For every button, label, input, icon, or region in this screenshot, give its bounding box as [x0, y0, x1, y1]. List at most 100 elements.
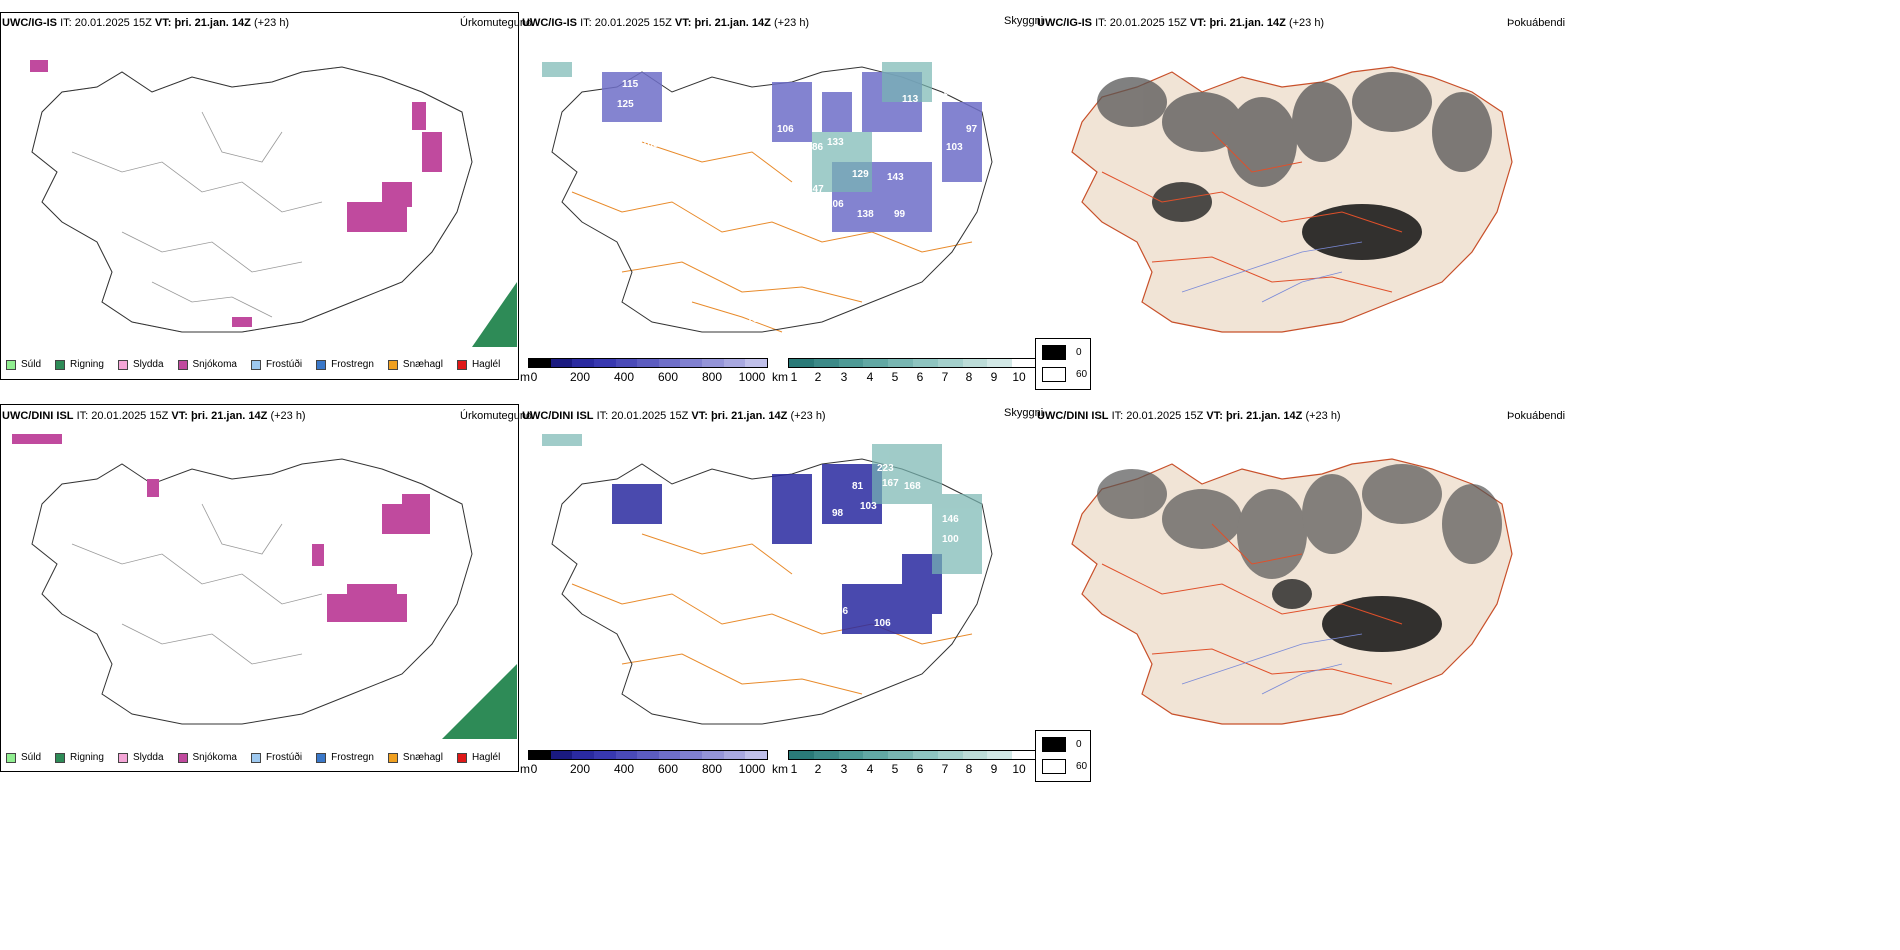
visibility-tick: 2 [814, 762, 822, 776]
panel-name-skyggni-bottom: Skyggni [1004, 407, 1044, 419]
precip-legend-top: Súld Rigning Slydda Snjókoma Frostúði Fr… [6, 359, 514, 370]
visibility-tick: 3 [840, 370, 848, 384]
ceiling-label-b4: 168 [904, 481, 921, 492]
visibility-tick: 5 [891, 370, 899, 384]
ceiling-scale-unit: m [520, 370, 530, 384]
visibility-tick: 9 [990, 762, 998, 776]
ceiling-label-13: 99 [894, 209, 906, 220]
ceiling-tick: 600 [657, 762, 679, 776]
fog-label-low: 0 [1076, 739, 1082, 750]
panel-title-precip-top: UWC/IG-IS IT: 20.01.2025 15Z VT: þri. 21… [2, 17, 290, 29]
fog-swatch-high [1042, 759, 1066, 774]
ceiling-label-b22: 205 [844, 633, 861, 644]
legend-item-slydda: Slydda [117, 359, 164, 370]
visibility-tick: 7 [941, 370, 949, 384]
ceiling-map-bottom: 81 223 167 168 103 116 98 122 134 100 19… [542, 434, 993, 725]
ceiling-label-b13: 110 [854, 564, 871, 575]
panel-title-ceiling-top: UWC/IG-IS IT: 20.01.2025 15Z VT: þri. 21… [522, 17, 810, 29]
visibility-tick: 7 [941, 762, 949, 776]
ceiling-label-6: 86 [812, 142, 824, 153]
ceiling-label-10: 247 [807, 184, 824, 195]
panel-name-precip-bottom: Úrkomutegund [460, 410, 533, 422]
ceiling-tick: 0 [530, 762, 538, 776]
ceiling-label-5: 106 [777, 124, 794, 135]
ceiling-label-b11: 190 [852, 553, 869, 564]
fog-legend-top: 0 60 [1035, 338, 1091, 390]
ceiling-label-b12: 192 [837, 558, 854, 569]
ceiling-label-7: 133 [827, 137, 844, 148]
visibility-scale-bar [788, 750, 1038, 760]
legend-item-rigning: Rigning [55, 359, 104, 370]
legend-item-rigning: Rigning [55, 752, 104, 763]
ceiling-tick: 800 [701, 762, 723, 776]
ceiling-tick: 400 [613, 370, 635, 384]
legend-item-frostregn: Frostregn [316, 359, 374, 370]
ceiling-label-b16: 90 [787, 586, 799, 597]
ceiling-label-12: 138 [857, 209, 874, 220]
visibility-scale-bottom: km 1 2 3 4 5 6 7 8 9 10 [772, 750, 1040, 780]
ceiling-tick: 800 [701, 370, 723, 384]
visibility-tick: 4 [866, 762, 874, 776]
visibility-tick: 1 [790, 370, 798, 384]
legend-item-snjokoma: Snjókoma [177, 752, 237, 763]
panel-title-fog-top: UWC/IG-IS IT: 20.01.2025 15Z VT: þri. 21… [1037, 17, 1325, 29]
ceiling-label-11: 206 [827, 199, 844, 210]
precip-map-top [30, 60, 517, 347]
fog-label-low: 0 [1076, 347, 1082, 358]
legend-item-frostudi: Frostúði [250, 752, 302, 763]
ceiling-label-b6: 116 [827, 531, 844, 542]
ceiling-tick: 600 [657, 370, 679, 384]
ceiling-tick: 1000 [738, 762, 766, 776]
panel-title-fog-bottom: UWC/DINI ISL IT: 20.01.2025 15Z VT: þri.… [1037, 410, 1341, 422]
visibility-scale-unit: km [772, 762, 788, 776]
ceiling-label-b1: 81 [852, 481, 864, 492]
visibility-scale-top: km 1 2 3 4 5 6 7 8 9 10 [772, 358, 1040, 388]
ceiling-tick: 1000 [738, 370, 766, 384]
legend-item-haglel: Haglél [456, 752, 500, 763]
panel-title-precip-bottom: UWC/DINI ISL IT: 20.01.2025 15Z VT: þri.… [2, 410, 306, 422]
precip-map-bottom [12, 434, 517, 739]
visibility-tick: 8 [965, 762, 973, 776]
legend-item-frostregn: Frostregn [316, 752, 374, 763]
fog-swatch-low [1042, 737, 1066, 752]
ceiling-scale-top: m 0 200 400 600 800 1000 [520, 358, 768, 388]
legend-item-slydda: Slydda [117, 752, 164, 763]
ceiling-tick: 200 [569, 370, 591, 384]
ceiling-map-top: 115 125 108 98 106 86 133 88 129 247 206… [542, 62, 993, 333]
precip-type-panel-bottom [0, 404, 519, 772]
visibility-tick: 2 [814, 370, 822, 384]
legend-item-snaehagl: Snæhagl [387, 359, 443, 370]
ceiling-label-4: 98 [652, 182, 664, 193]
ceiling-label-14: 143 [887, 172, 904, 183]
legend-item-snjokoma: Snjókoma [177, 359, 237, 370]
fog-swatch-low [1042, 345, 1066, 360]
ceiling-label-19: 113 [902, 94, 919, 105]
ceiling-label-b8: 122 [812, 538, 829, 549]
visibility-scale-bar [788, 358, 1038, 368]
fog-map-top [1071, 66, 1513, 333]
panel-name-precip-top: Úrkomutegund [460, 17, 533, 29]
visibility-tick: 10 [1012, 762, 1026, 776]
ceiling-scale-unit: m [520, 762, 530, 776]
panel-title-ceiling-bottom: UWC/DINI ISL IT: 20.01.2025 15Z VT: þri.… [522, 410, 826, 422]
ceiling-label-16: 103 [946, 142, 963, 153]
visibility-tick: 10 [1012, 370, 1026, 384]
ceiling-label-b20: 105 [652, 576, 669, 587]
ceiling-tick: 200 [569, 762, 591, 776]
visibility-tick: 9 [990, 370, 998, 384]
visibility-scale-unit: km [772, 370, 788, 384]
visibility-tick: 8 [965, 370, 973, 384]
visibility-tick: 6 [916, 762, 924, 776]
precip-type-panel-top [0, 12, 519, 380]
fog-map-bottom [1071, 458, 1513, 725]
ceiling-label-b15: 100 [942, 534, 959, 545]
legend-item-haglel: Haglél [456, 359, 500, 370]
ceiling-label-3: 108 [642, 139, 659, 150]
legend-item-sudld: Súld [6, 752, 41, 763]
fog-swatch-high [1042, 367, 1066, 382]
ceiling-label-8: 88 [874, 144, 886, 155]
visibility-tick: 5 [891, 762, 899, 776]
ceiling-label-b14: 146 [942, 514, 959, 525]
ceiling-label-18: 162 [747, 314, 764, 325]
panel-name-fog-bottom: Þokuábendi [1507, 410, 1566, 422]
